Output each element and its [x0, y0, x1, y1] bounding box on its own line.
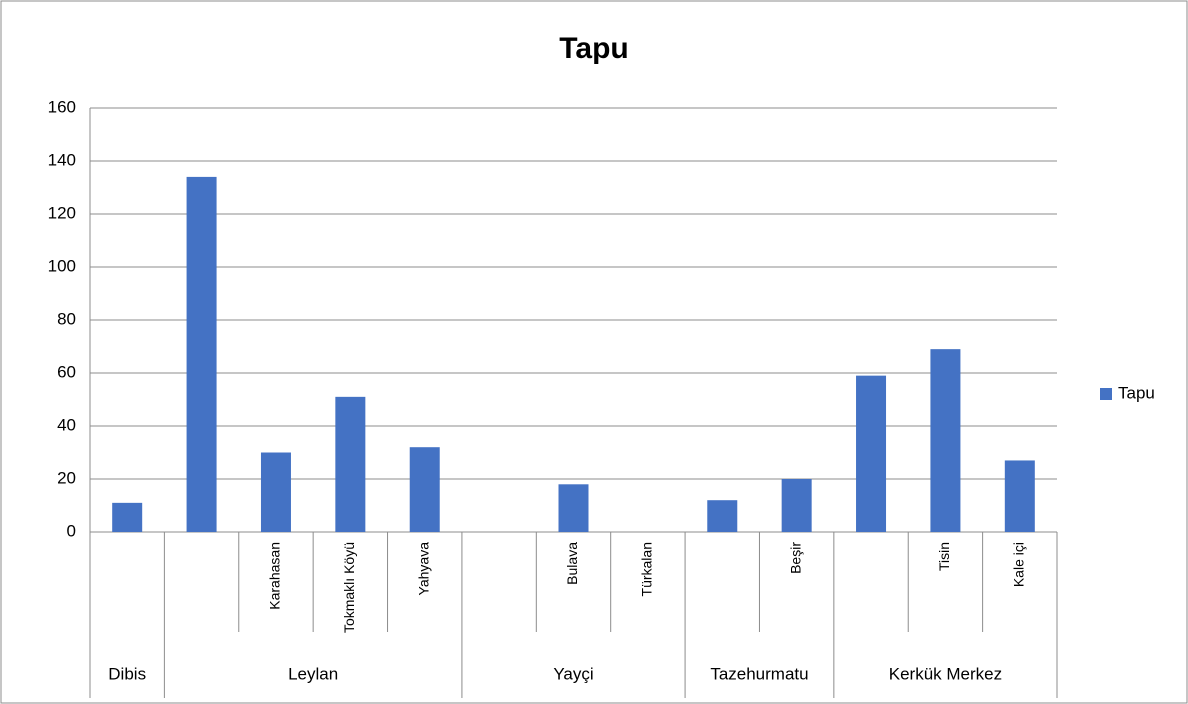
bar — [558, 484, 589, 532]
x-tick-label: Yahyava — [415, 542, 431, 596]
group-label: Leylan — [288, 664, 338, 683]
x-tick-label: Türkalan — [639, 542, 655, 596]
legend-label: Tapu — [1118, 383, 1155, 402]
y-tick-label: 0 — [67, 521, 76, 540]
x-tick-label: Karahasan — [267, 542, 283, 610]
bar — [409, 447, 440, 532]
group-label: Kerkük Merkez — [889, 664, 1002, 683]
bar — [260, 452, 291, 532]
bar — [781, 479, 812, 532]
group-label: Yayçi — [553, 664, 593, 683]
y-tick-label: 80 — [57, 309, 76, 328]
y-tick-label: 100 — [48, 256, 76, 275]
bar — [930, 349, 961, 532]
x-tick-label: Tisin — [936, 542, 952, 571]
y-tick-label: 40 — [57, 415, 76, 434]
group-label: Dibis — [108, 664, 146, 683]
group-label: Tazehurmatu — [710, 664, 808, 683]
bar — [856, 375, 887, 532]
bar — [335, 396, 366, 532]
x-tick-label: Beşir — [787, 542, 803, 574]
bar — [186, 176, 217, 532]
x-tick-label: Kale içi — [1011, 542, 1027, 587]
bar — [707, 500, 738, 532]
legend-swatch — [1100, 388, 1112, 400]
y-tick-label: 160 — [48, 97, 76, 116]
chart-title: Tapu — [559, 32, 628, 65]
y-tick-label: 120 — [48, 203, 76, 222]
bar — [112, 502, 143, 532]
y-tick-label: 60 — [57, 362, 76, 381]
y-tick-label: 20 — [57, 468, 76, 487]
x-tick-label: Bulava — [564, 542, 580, 585]
x-tick-label: Tokmaklı Köyü — [341, 542, 357, 633]
y-tick-label: 140 — [48, 150, 76, 169]
bar — [1004, 460, 1035, 532]
